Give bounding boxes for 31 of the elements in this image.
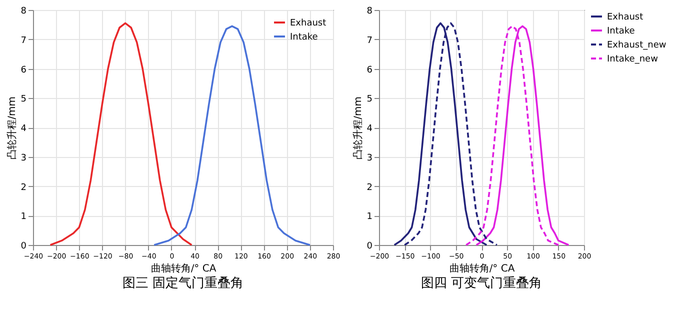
y-axis-title: 凸轮升程/mm bbox=[6, 96, 18, 160]
y-tick-label: 7 bbox=[20, 36, 26, 46]
y-tick-label: 6 bbox=[366, 65, 373, 76]
y-tick-label: 4 bbox=[20, 124, 27, 134]
y-tick-label: 0 bbox=[366, 242, 373, 252]
text: 图三 固定气门重叠角 bbox=[122, 275, 244, 291]
x-axis-title: 曲轴转角/° CA bbox=[150, 262, 216, 274]
line-series bbox=[49, 22, 193, 246]
y-tick-label: 3 bbox=[366, 153, 372, 164]
y-tick-label: 8 bbox=[366, 6, 373, 16]
legend-label: Exhaust bbox=[290, 18, 327, 28]
y-tick-label: 1 bbox=[20, 212, 26, 222]
x-axis-title: 曲轴转角/° CA bbox=[449, 262, 515, 274]
legend-label: Exhaust bbox=[607, 12, 644, 22]
y-tick-label: 2 bbox=[20, 182, 26, 193]
y-tick-label: 0 bbox=[20, 242, 27, 252]
y-tick-label: 5 bbox=[20, 94, 26, 105]
legend-label: Intake_new bbox=[607, 54, 658, 64]
y-tick-label: 1 bbox=[366, 212, 372, 222]
text: 图四 可变气门重叠角 bbox=[420, 275, 542, 291]
y-tick-label: 7 bbox=[366, 36, 372, 46]
legend-label: Intake bbox=[607, 26, 636, 36]
y-tick-label: 8 bbox=[20, 6, 27, 16]
y-tick-label: 2 bbox=[366, 182, 372, 193]
y-tick-label: 3 bbox=[20, 153, 26, 164]
legend-label: Intake bbox=[290, 32, 318, 42]
y-tick-label: 4 bbox=[366, 124, 373, 134]
y-tick-label: 6 bbox=[20, 65, 27, 76]
y-tick-label: 5 bbox=[366, 94, 372, 105]
y-axis-title: 凸轮升程/mm bbox=[352, 96, 364, 160]
legend-label: Exhaust_new bbox=[607, 40, 666, 50]
